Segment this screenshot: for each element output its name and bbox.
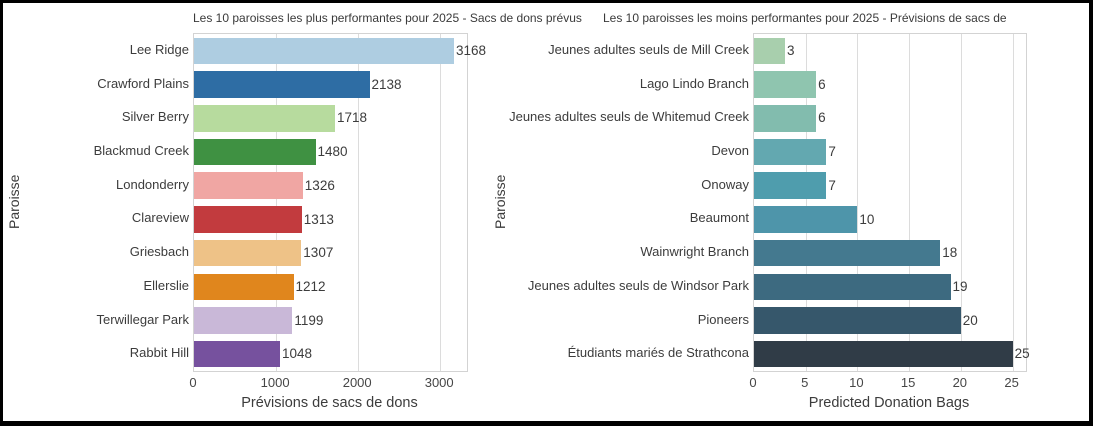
bar-value-label: 1212 (295, 278, 326, 294)
x-tick-label: 5 (801, 375, 809, 390)
category-label: Crawford Plains (97, 75, 189, 91)
bar-rabbit-hill (194, 340, 280, 368)
bar-jeunes-adultes-seuls-de-mill-creek (754, 37, 785, 65)
bar-londonderry (194, 172, 303, 199)
gridline (1012, 34, 1014, 371)
bar-value-label: 1048 (282, 346, 313, 362)
x-axis-ticks: 0 1000 2000 3000 (189, 375, 466, 391)
bar-ellerslie (194, 273, 294, 300)
bar-wainwright-branch (754, 239, 941, 267)
bar--tudiants-mari-s-de-strathcona (754, 340, 1013, 368)
x-axis-label: Prévisions de sacs de dons (241, 395, 418, 411)
bar-value-label: 1718 (337, 110, 368, 126)
gridline (857, 34, 859, 371)
category-label: Griesbach (129, 244, 189, 260)
category-label: Devon (711, 143, 749, 159)
category-label: Pioneers (697, 311, 749, 327)
category-label: Londonderry (116, 176, 189, 192)
bar-value-label: 2138 (371, 76, 402, 92)
category-label: Jeunes adultes seuls de Mill Creek (548, 42, 749, 57)
bar-value-label: 6 (818, 76, 826, 92)
category-label: Silver Berry (121, 109, 189, 125)
category-label: Blackmud Creek (93, 143, 189, 159)
bar-value-label: 7 (828, 177, 836, 193)
chart-bottom-performers: Les 10 paroisses les moins performantes … (3, 3, 1089, 421)
bar-devon (754, 138, 827, 166)
bar-pioneers (754, 307, 961, 334)
x-tick-label: 25 (1004, 375, 1019, 390)
bar-value-label: 1307 (303, 245, 334, 261)
bar-lee-ridge (194, 37, 454, 65)
x-tick-label: 3000 (424, 375, 454, 390)
y-axis-label: Paroisse (492, 174, 508, 229)
category-label: Lago Lindo Branch (639, 75, 749, 91)
x-tick-label: 0 (749, 375, 757, 390)
bar-griesbach (194, 239, 302, 267)
bar-jeunes-adultes-seuls-de-windsor-park (754, 273, 951, 300)
bar-onoway (754, 172, 827, 199)
category-label: Jeunes adultes seuls de Whitemud Creek (509, 109, 749, 125)
bar-crawford-plains (194, 71, 370, 98)
bar-blackmud-creek (194, 138, 316, 166)
category-axis-labels: Lee Ridge Crawford Plains Silver Berry Blac… (43, 33, 189, 370)
bar-value-label: 1326 (304, 177, 335, 193)
bar-jeunes-adultes-seuls-de-whitemud-creek (754, 105, 817, 132)
category-label: Terwillegar Park (96, 311, 189, 327)
bar-value-label: 1313 (303, 211, 334, 227)
category-label: Ellerslie (143, 277, 189, 293)
gridline (960, 34, 962, 371)
category-label: Onoway (701, 176, 749, 192)
gridline (358, 34, 360, 371)
gridline (805, 34, 807, 371)
chart-title: Les 10 paroisses les moins performantes … (603, 11, 1007, 25)
category-label: Étudiants mariés de Strathcona (567, 345, 749, 361)
x-tick-label: 2000 (342, 375, 372, 390)
bar-beaumont (754, 206, 858, 233)
category-label: Rabbit Hill (129, 345, 189, 361)
plot-area: 3168 2138 1718 1480 1326 1313 1307 1212 1199 1048 (193, 33, 486, 372)
bar-silver-berry (194, 105, 335, 132)
x-tick-label: 1000 (260, 375, 290, 390)
bar-lago-lindo-branch (754, 71, 817, 98)
x-axis-ticks: 0 5 10 15 20 25 (749, 375, 1025, 391)
plot-area: 3 6 6 7 7 10 18 19 20 25 (753, 33, 1030, 372)
bar-terwillegar-park (194, 307, 293, 334)
bar-value-label: 1199 (294, 312, 324, 328)
bar-clareview (194, 206, 302, 233)
category-label: Wainwright Branch (640, 244, 749, 260)
category-label: Clareview (131, 210, 189, 226)
x-tick-label: 0 (189, 375, 197, 390)
gridline (276, 34, 278, 371)
bar-value-label: 3 (787, 43, 795, 58)
category-axis-labels: Jeunes adultes seuls de Mill Creek Lago L… (509, 33, 749, 370)
bar-value-label: 6 (818, 110, 826, 126)
bar-value-label: 7 (828, 144, 836, 160)
category-label: Lee Ridge (129, 42, 189, 57)
bar-value-label: 25 (1014, 346, 1030, 362)
bar-value-label: 20 (962, 312, 978, 328)
bar-value-label: 10 (859, 211, 875, 227)
x-tick-label: 15 (900, 375, 916, 390)
y-axis-label: Paroisse (6, 174, 22, 229)
chart-top-performers: Les 10 paroisses les plus performantes p… (3, 3, 1089, 421)
gridline (440, 34, 442, 371)
x-tick-label: 10 (849, 375, 864, 390)
chart-title: Les 10 paroisses les plus performantes p… (193, 11, 582, 25)
bar-value-label: 18 (942, 245, 958, 261)
category-label: Jeunes adultes seuls de Windsor Park (527, 277, 749, 293)
x-tick-label: 20 (952, 375, 968, 390)
x-axis-label: Predicted Donation Bags (808, 395, 970, 411)
category-label: Beaumont (689, 210, 749, 226)
bar-value-label: 1480 (317, 144, 348, 160)
bar-value-label: 19 (952, 278, 968, 294)
bar-value-label: 3168 (456, 43, 487, 58)
gridline (909, 34, 911, 371)
